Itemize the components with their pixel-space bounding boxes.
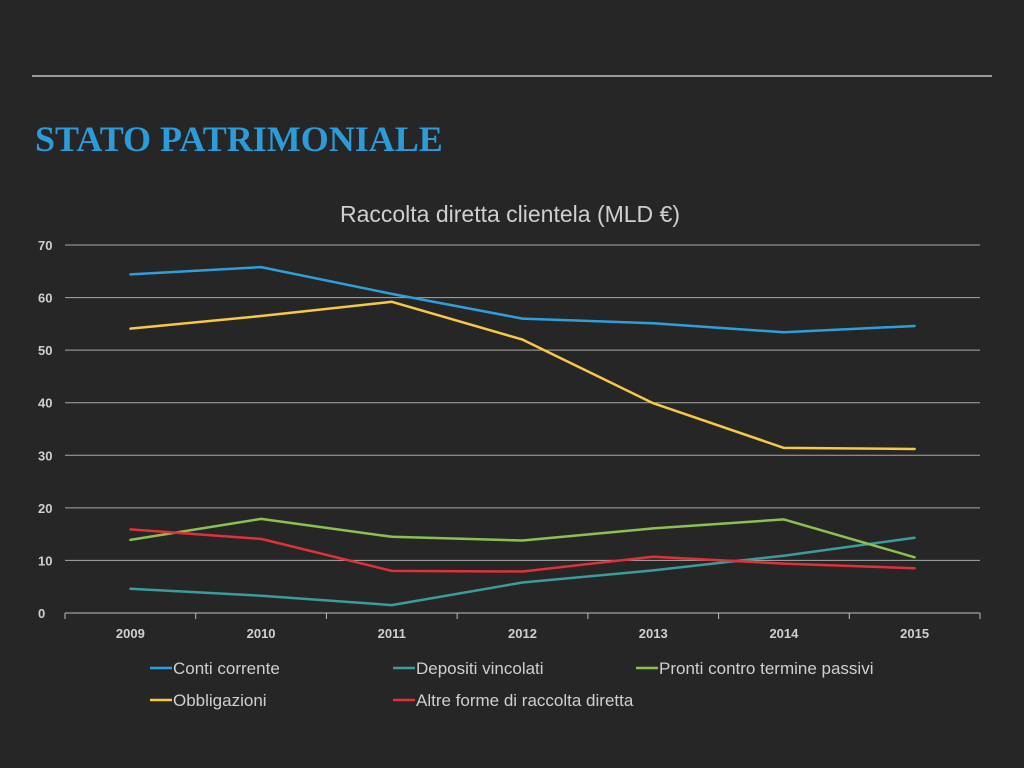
data-point bbox=[782, 331, 786, 334]
data-point bbox=[259, 517, 263, 521]
legend-label: Depositi vincolati bbox=[416, 659, 544, 678]
y-tick-label: 0 bbox=[38, 606, 45, 621]
data-point bbox=[521, 338, 524, 341]
data-point bbox=[652, 322, 655, 325]
x-tick-label: 2011 bbox=[378, 626, 406, 641]
data-point bbox=[913, 536, 916, 540]
y-axis-ticks: 0 10 20 30 40 50 60 70 bbox=[38, 238, 52, 621]
data-point bbox=[913, 567, 916, 570]
data-point bbox=[390, 569, 393, 573]
data-point bbox=[129, 273, 132, 276]
series-lines bbox=[129, 265, 916, 607]
data-point bbox=[521, 539, 524, 542]
data-point bbox=[652, 402, 655, 405]
grid-lines bbox=[65, 244, 980, 614]
slide-title: STATO PATRIMONIALE bbox=[35, 119, 443, 159]
legend-label: Altre forme di raccolta diretta bbox=[416, 691, 634, 710]
data-point bbox=[913, 324, 916, 328]
data-point bbox=[913, 556, 916, 559]
data-point bbox=[259, 594, 263, 597]
legend: Conti corrente Depositi vincolati Pronti c… bbox=[150, 659, 873, 710]
data-point bbox=[390, 535, 393, 538]
y-tick-label: 30 bbox=[38, 448, 52, 463]
data-point bbox=[129, 528, 132, 531]
data-point bbox=[652, 527, 655, 530]
data-point bbox=[259, 537, 263, 541]
data-point bbox=[521, 317, 524, 320]
data-point bbox=[782, 562, 786, 565]
x-tick-label: 2010 bbox=[247, 626, 276, 641]
data-point bbox=[652, 569, 655, 572]
series-line-conti-corrente bbox=[130, 265, 915, 334]
y-tick-label: 20 bbox=[38, 501, 52, 516]
data-point bbox=[652, 555, 655, 558]
series-line-obbligazioni bbox=[130, 300, 915, 451]
y-tick-label: 10 bbox=[38, 553, 52, 568]
x-tick-label: 2012 bbox=[508, 626, 537, 641]
data-point bbox=[782, 446, 786, 450]
legend-item: Altre forme di raccolta diretta bbox=[393, 691, 634, 710]
data-point bbox=[129, 538, 132, 542]
data-point bbox=[913, 447, 916, 451]
data-point bbox=[782, 554, 786, 557]
y-tick-label: 50 bbox=[38, 343, 52, 358]
x-tick-label: 2013 bbox=[639, 626, 668, 641]
data-point bbox=[390, 603, 393, 607]
y-tick-label: 60 bbox=[38, 291, 52, 306]
data-point bbox=[129, 327, 132, 330]
legend-item: Pronti contro termine passivi bbox=[636, 659, 873, 678]
top-divider bbox=[32, 75, 992, 77]
series-line-altre-forme-di-raccolta-diretta bbox=[130, 528, 915, 573]
chart-title: Raccolta diretta clientela (MLD €) bbox=[340, 201, 680, 227]
data-point bbox=[390, 300, 393, 303]
data-point bbox=[390, 292, 393, 296]
legend-label: Obbligazioni bbox=[173, 691, 267, 710]
legend-item: Conti corrente bbox=[150, 659, 280, 678]
legend-item: Depositi vincolati bbox=[393, 659, 544, 678]
legend-item: Obbligazioni bbox=[150, 691, 267, 710]
x-tick-label: 2009 bbox=[116, 626, 145, 641]
legend-label: Conti corrente bbox=[173, 659, 280, 678]
x-tick-label: 2014 bbox=[769, 626, 799, 641]
y-tick-label: 70 bbox=[38, 238, 52, 253]
legend-label: Pronti contro termine passivi bbox=[659, 659, 873, 678]
data-point bbox=[129, 587, 132, 591]
data-point bbox=[521, 581, 524, 584]
x-axis: 2009 2010 2011 2012 2013 2014 2015 bbox=[64, 613, 981, 641]
data-point bbox=[782, 518, 786, 521]
data-point bbox=[259, 265, 263, 269]
data-point bbox=[259, 314, 263, 318]
data-point bbox=[521, 570, 524, 573]
x-tick-label: 2015 bbox=[900, 626, 929, 641]
y-tick-label: 40 bbox=[38, 396, 52, 411]
